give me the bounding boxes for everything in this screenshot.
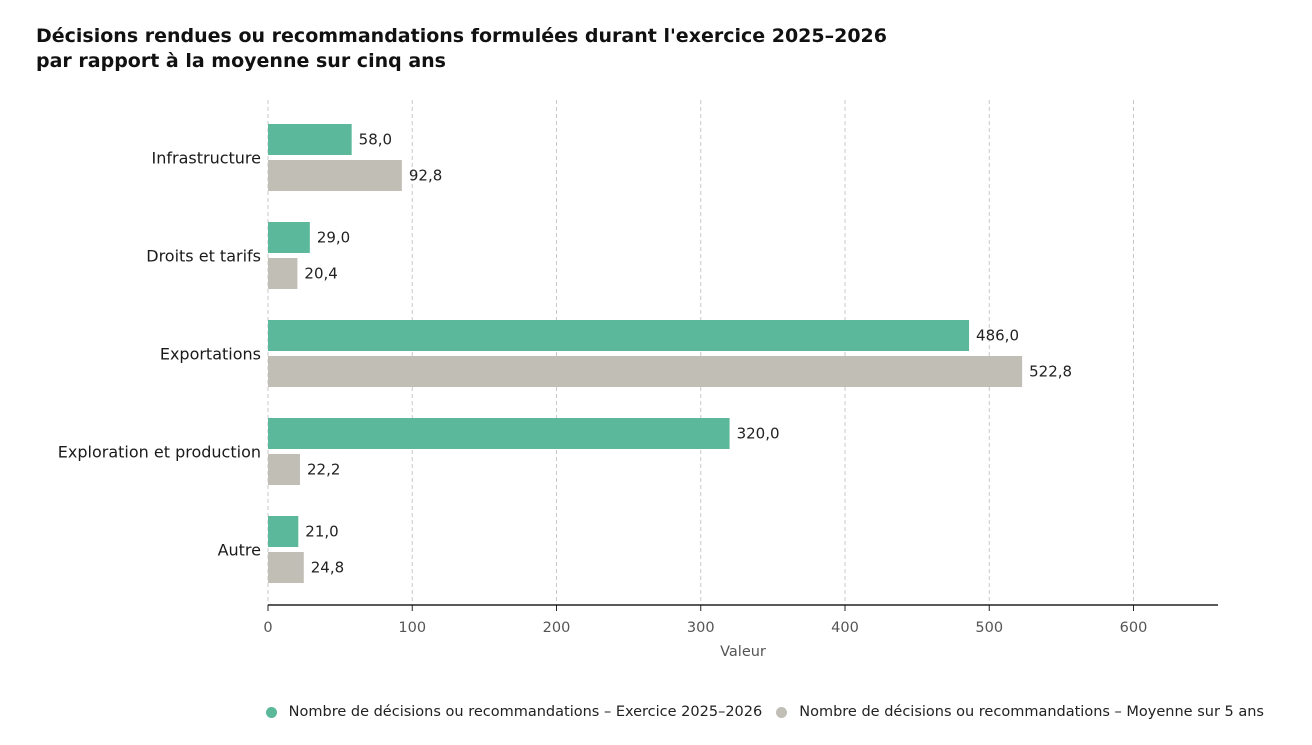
data-label-exercice-4: 21,0 <box>305 523 338 541</box>
bar-moyenne-1 <box>268 258 298 289</box>
x-tick-label-300: 300 <box>687 620 715 636</box>
legend: Nombre de décisions ou recommandations –… <box>0 701 1312 723</box>
data-label-exercice-1: 29,0 <box>317 229 350 247</box>
bar-exercice-0 <box>268 124 352 155</box>
bar-chart: 58,0 92,8 29,0 20,4 486,0 522,8 320,0 22,2 21,0 2… <box>58 100 1218 660</box>
data-label-moyenne-2: 522,8 <box>1029 363 1072 381</box>
bar-moyenne-0 <box>268 160 402 191</box>
data-label-moyenne-4: 24,8 <box>311 559 344 577</box>
bar-moyenne-2 <box>268 356 1023 387</box>
x-tick-label-0: 0 <box>263 620 272 636</box>
category-label-3: Exploration et production <box>58 443 261 462</box>
data-label-moyenne-1: 20,4 <box>304 265 337 283</box>
category-label-4: Autre <box>218 541 261 560</box>
category-label-2: Exportations <box>160 345 261 364</box>
x-tick-label-200: 200 <box>543 620 571 636</box>
legend-label: Nombre de décisions ou recommandations –… <box>288 704 763 720</box>
data-label-exercice-0: 58,0 <box>359 131 392 149</box>
data-label-exercice-3: 320,0 <box>737 425 780 443</box>
bar-moyenne-3 <box>268 454 301 485</box>
bar-exercice-3 <box>268 418 730 449</box>
bar-exercice-4 <box>268 516 299 547</box>
legend-label: Nombre de décisions ou recommandations –… <box>799 704 1264 720</box>
x-tick-label-600: 600 <box>1120 620 1148 636</box>
chart-title-line-1: Décisions rendues ou recommandations for… <box>36 25 888 47</box>
legend-item-moyenne: Nombre de décisions ou recommandations –… <box>776 701 1264 723</box>
x-tick-label-500: 500 <box>975 620 1003 636</box>
chart-title-line-2: par rapport à la moyenne sur cinq ans <box>36 50 446 72</box>
data-labels: 58,0 92,8 29,0 20,4 486,0 522,8 320,0 22,2 21,0 2… <box>304 131 1072 577</box>
category-labels: Infrastructure Droits et tarifs Exportatio… <box>58 149 261 560</box>
data-label-moyenne-0: 92,8 <box>409 167 442 185</box>
bars <box>268 124 1023 583</box>
legend-swatch <box>776 706 788 718</box>
bar-exercice-2 <box>268 320 970 351</box>
chart-title: Décisions rendues ou recommandations for… <box>36 24 887 74</box>
x-tick-label-400: 400 <box>831 620 859 636</box>
bar-exercice-1 <box>268 222 310 253</box>
category-label-1: Droits et tarifs <box>146 247 261 266</box>
data-label-moyenne-3: 22,2 <box>307 461 340 479</box>
x-axis: 0 100 200 300 400 500 600 <box>263 604 1218 636</box>
bar-moyenne-4 <box>268 552 304 583</box>
legend-item-exercice: Nombre de décisions ou recommandations –… <box>265 701 763 723</box>
data-label-exercice-2: 486,0 <box>976 327 1019 345</box>
legend-swatch <box>265 706 277 718</box>
x-tick-label-100: 100 <box>398 620 426 636</box>
category-label-0: Infrastructure <box>152 149 261 168</box>
x-axis-label: Valeur <box>720 644 766 660</box>
